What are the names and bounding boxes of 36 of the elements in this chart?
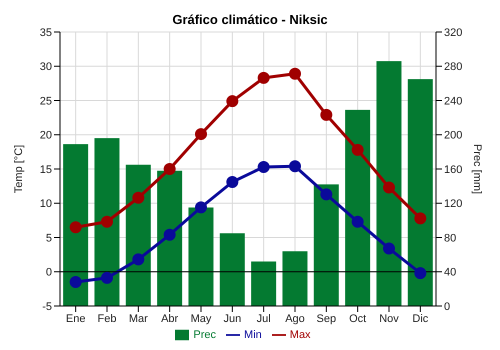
y-tick-label: 0 — [46, 266, 52, 279]
y2-axis-title: Prec [mm] — [471, 144, 484, 194]
x-tick-label: Abr — [161, 312, 179, 325]
x-tick-label: Dic — [412, 312, 429, 325]
x-tick-label: Jul — [256, 312, 271, 325]
y2-tick-label: 120 — [444, 198, 462, 210]
y2-tick-label: 0 — [444, 300, 450, 313]
y2-tick-label: 160 — [444, 164, 462, 176]
y2-tick-label: 200 — [444, 130, 462, 142]
y2-tick-label: 320 — [444, 26, 462, 39]
chart-title: Gráfico climático - Niksic — [171, 12, 329, 27]
x-tick-label: Jun — [223, 312, 242, 325]
x-tick-label: Nov — [379, 312, 400, 325]
y-tick-label: 20 — [40, 130, 52, 142]
x-tick-label: Sep — [316, 312, 336, 325]
x-tick-label: Feb — [98, 312, 116, 325]
y-axis-title: Temp [°C] — [12, 144, 25, 194]
y2-tick-label: 40 — [444, 266, 456, 279]
y-tick-label: -5 — [42, 300, 52, 313]
x-tick-label: Oct — [349, 312, 366, 325]
x-tick-label: Ene — [66, 312, 86, 325]
y-tick-label: 10 — [40, 198, 52, 210]
y-tick-label: 35 — [40, 26, 52, 39]
x-tick-label: Ago — [285, 312, 305, 325]
y2-tick-label: 280 — [444, 61, 462, 74]
legend-label: Prec — [193, 328, 216, 341]
legend-label: Max — [290, 328, 311, 341]
x-tick-label: May — [190, 312, 212, 325]
x-tick-label: Mar — [128, 312, 148, 325]
y-tick-label: 30 — [40, 61, 52, 74]
y2-tick-label: 240 — [444, 95, 462, 108]
y-tick-label: 5 — [46, 232, 52, 244]
y2-tick-label: 80 — [444, 232, 456, 244]
legend-label: Min — [244, 328, 262, 341]
y-tick-label: 15 — [40, 164, 52, 176]
y-tick-label: 25 — [40, 95, 52, 108]
